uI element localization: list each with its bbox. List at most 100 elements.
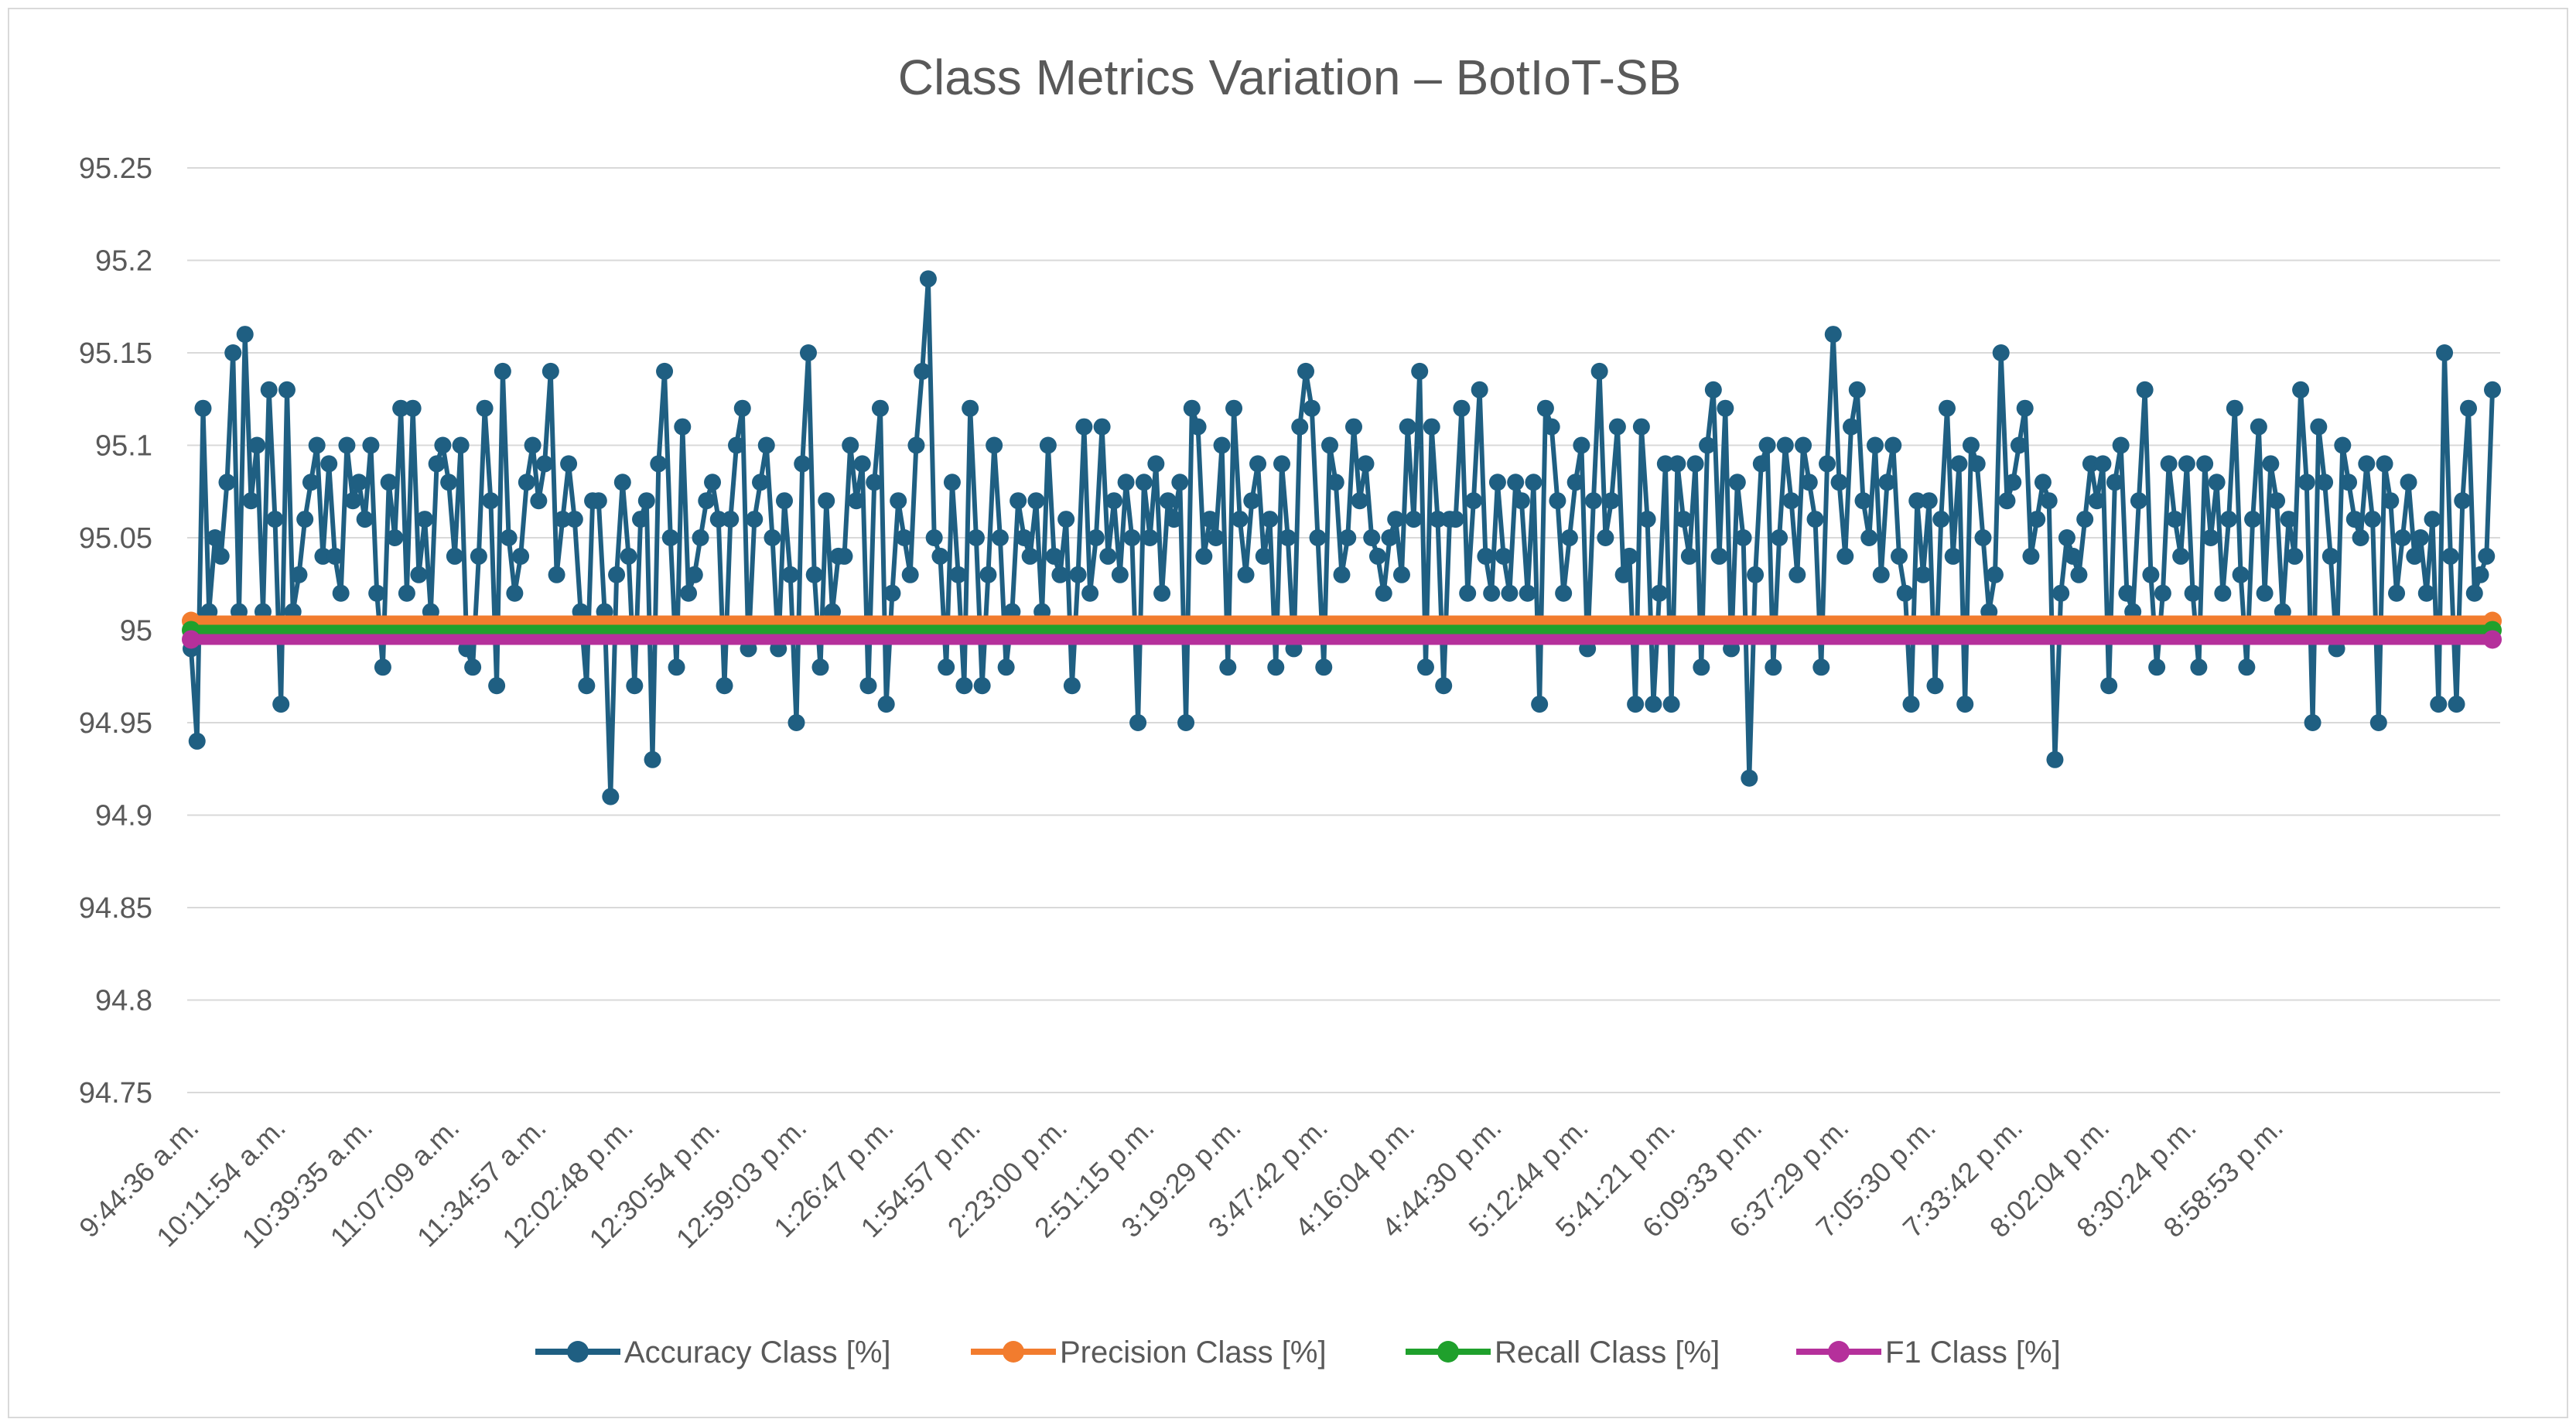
accuracy-point <box>326 547 343 565</box>
accuracy-point <box>2292 381 2310 398</box>
accuracy-point <box>1566 474 1584 491</box>
accuracy-point <box>949 566 967 583</box>
accuracy-point <box>1974 529 1992 546</box>
accuracy-point <box>1651 584 1669 602</box>
accuracy-point <box>1686 455 1704 473</box>
accuracy-point <box>350 474 367 491</box>
accuracy-point <box>991 529 1009 546</box>
legend-item-accuracy: Accuracy Class [%] <box>535 1335 891 1370</box>
accuracy-point <box>314 547 332 565</box>
accuracy-point <box>1938 399 1956 417</box>
accuracy-point <box>2160 455 2178 473</box>
accuracy-point <box>1279 529 1297 546</box>
accuracy-point <box>308 436 326 454</box>
accuracy-point <box>2190 658 2208 676</box>
accuracy-point <box>644 751 661 768</box>
accuracy-point <box>1057 511 1075 528</box>
accuracy-point <box>1087 529 1105 546</box>
accuracy-point <box>434 436 452 454</box>
accuracy-point <box>1872 566 1890 583</box>
accuracy-point <box>1656 455 1674 473</box>
accuracy-point <box>2226 399 2243 417</box>
accuracy-point <box>2136 381 2154 398</box>
accuracy-point <box>1710 547 1728 565</box>
accuracy-point <box>488 677 506 695</box>
accuracy-point <box>919 270 937 288</box>
accuracy-point <box>2094 455 2112 473</box>
legend-swatch-marker <box>1437 1341 1459 1363</box>
y-tick-label: 94.8 <box>95 985 152 1017</box>
accuracy-point <box>2412 529 2430 546</box>
accuracy-point <box>1309 529 1327 546</box>
accuracy-point <box>188 732 206 750</box>
accuracy-point <box>1789 566 1806 583</box>
accuracy-point <box>1555 584 1573 602</box>
accuracy-point <box>1843 418 1860 436</box>
accuracy-point <box>1213 436 1231 454</box>
accuracy-point <box>1273 455 1291 473</box>
accuracy-point <box>1507 474 1525 491</box>
accuracy-point <box>272 696 290 713</box>
accuracy-point <box>997 658 1015 676</box>
accuracy-point <box>620 547 637 565</box>
accuracy-point <box>242 492 260 510</box>
accuracy-point <box>1549 492 1566 510</box>
accuracy-point <box>1525 474 1543 491</box>
accuracy-point <box>2345 511 2363 528</box>
accuracy-point <box>266 511 284 528</box>
accuracy-point <box>2465 584 2483 602</box>
accuracy-point <box>2052 584 2070 602</box>
accuracy-point <box>1878 474 1896 491</box>
accuracy-point <box>680 584 698 602</box>
accuracy-point <box>674 418 692 436</box>
accuracy-point <box>404 399 422 417</box>
accuracy-point <box>2232 566 2250 583</box>
accuracy-point <box>1854 492 1872 510</box>
accuracy-point <box>416 511 434 528</box>
accuracy-point <box>1177 714 1195 731</box>
accuracy-point <box>967 529 985 546</box>
line-chart: Class Metrics Variation – BotIoT-SB 95.2… <box>73 50 2502 1370</box>
accuracy-point <box>440 474 458 491</box>
accuracy-point <box>1093 418 1111 436</box>
accuracy-point <box>2268 492 2286 510</box>
accuracy-point <box>565 511 583 528</box>
accuracy-point <box>1267 658 1285 676</box>
accuracy-point <box>2010 436 2028 454</box>
accuracy-point <box>2004 474 2022 491</box>
accuracy-point <box>2214 584 2232 602</box>
accuracy-point <box>1597 529 1614 546</box>
accuracy-point <box>1501 584 1519 602</box>
accuracy-point <box>1159 492 1177 510</box>
accuracy-point <box>2100 677 2118 695</box>
accuracy-point <box>386 529 404 546</box>
accuracy-point <box>2040 492 2058 510</box>
accuracy-point <box>883 584 901 602</box>
accuracy-point <box>979 566 997 583</box>
accuracy-point <box>1680 547 1698 565</box>
accuracy-point <box>973 677 991 695</box>
y-axis-ticks: 95.25 95.2 95.15 95.1 95.05 95 94.95 94.9 94.85 9… <box>79 152 152 1110</box>
accuracy-point <box>1795 436 1812 454</box>
accuracy-point <box>2058 529 2075 546</box>
accuracy-point <box>1860 529 1878 546</box>
accuracy-point <box>1776 436 1794 454</box>
accuracy-point <box>320 455 338 473</box>
accuracy-point <box>1699 436 1717 454</box>
accuracy-point <box>356 511 374 528</box>
accuracy-point <box>1956 696 1974 713</box>
accuracy-point <box>1752 455 1770 473</box>
accuracy-point <box>2250 418 2267 436</box>
accuracy-point <box>1477 547 1495 565</box>
accuracy-point <box>847 492 865 510</box>
accuracy-point <box>1387 511 1405 528</box>
accuracy-point <box>1632 418 1650 436</box>
accuracy-point <box>1171 474 1189 491</box>
accuracy-point <box>1351 492 1368 510</box>
accuracy-point <box>1207 529 1225 546</box>
accuracy-point <box>811 658 829 676</box>
accuracy-point <box>2106 474 2123 491</box>
accuracy-point <box>554 511 572 528</box>
accuracy-point <box>716 677 733 695</box>
accuracy-point <box>2088 492 2106 510</box>
